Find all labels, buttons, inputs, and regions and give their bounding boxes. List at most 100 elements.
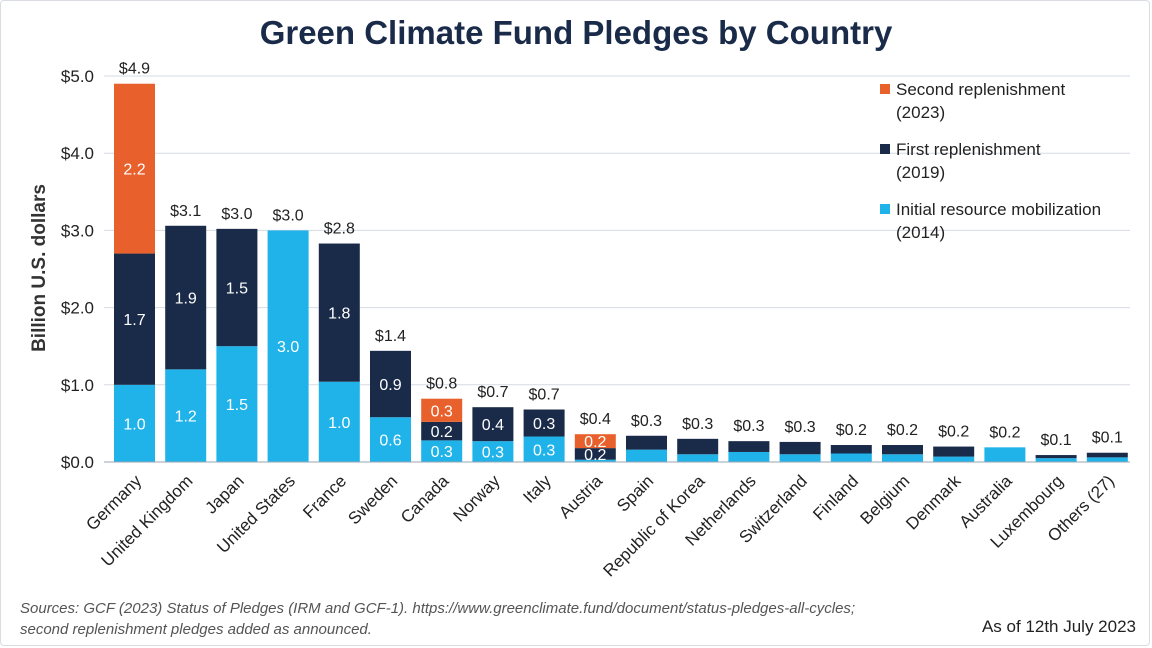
legend-label: First replenishment bbox=[896, 140, 1041, 159]
bar-segment bbox=[882, 454, 923, 462]
bar-total-label: $0.2 bbox=[836, 422, 867, 439]
bar-segment bbox=[728, 441, 770, 452]
bar-value-label: 0.3 bbox=[533, 442, 555, 459]
bar-segment bbox=[984, 447, 1026, 462]
bar-total-label: $2.8 bbox=[324, 221, 355, 238]
legend-label: Second replenishment bbox=[896, 80, 1066, 99]
bar-value-label: 0.3 bbox=[482, 445, 504, 462]
bar-segment bbox=[472, 407, 514, 442]
bar-value-label: 1.8 bbox=[328, 306, 350, 323]
legend-year: (2014) bbox=[896, 223, 946, 242]
chart-title: Green Climate Fund Pledges by Country bbox=[259, 14, 893, 51]
source-line-2: second replenishment pledges added as an… bbox=[20, 621, 372, 638]
bar-segment bbox=[421, 440, 463, 462]
bar-segment bbox=[677, 438, 719, 455]
bar-total-label: $0.2 bbox=[938, 424, 969, 441]
bar-value-label: 1.5 bbox=[226, 281, 248, 298]
bar-total-label: $3.1 bbox=[170, 203, 201, 220]
bar-segment bbox=[472, 441, 514, 462]
bar-segment bbox=[1035, 458, 1077, 462]
legend-item-second-replenishment: Second replenishment (2023) bbox=[880, 78, 1142, 124]
bar-segment bbox=[216, 346, 258, 462]
bar-value-label: 0.4 bbox=[482, 417, 504, 434]
bar-segment bbox=[1086, 452, 1128, 458]
legend-swatch-second bbox=[880, 84, 890, 94]
bar-total-label: $0.3 bbox=[682, 416, 713, 433]
x-tick-label: Denmark bbox=[902, 471, 965, 534]
bar-value-label: 0.3 bbox=[533, 416, 555, 433]
bar-segment bbox=[830, 445, 872, 454]
bar-segment bbox=[267, 230, 309, 462]
bar-total-label: $0.7 bbox=[529, 387, 560, 404]
bar-total-label: $0.3 bbox=[631, 413, 662, 430]
bar-value-label: 1.7 bbox=[123, 312, 145, 329]
bar-total-label: $0.1 bbox=[1041, 432, 1072, 449]
bar-segment bbox=[523, 409, 565, 437]
bar-segment bbox=[626, 435, 667, 450]
bar-segment bbox=[1035, 455, 1077, 459]
x-tick-label: Austria bbox=[555, 471, 606, 522]
bar-segment bbox=[318, 381, 360, 462]
bar-segment bbox=[779, 441, 821, 455]
as-of-date: As of 12th July 2023 bbox=[981, 617, 1136, 636]
legend-label: Initial resource mobilization bbox=[896, 200, 1102, 219]
bar-segment bbox=[728, 451, 770, 462]
bar-total-label: $0.7 bbox=[477, 384, 508, 401]
bar-segment bbox=[114, 253, 155, 385]
bar-total-label: $0.2 bbox=[887, 422, 918, 439]
source-note: Sources: GCF (2023) Status of Pledges (I… bbox=[20, 598, 900, 640]
legend-swatch-first bbox=[880, 144, 890, 154]
bar-value-label: 1.9 bbox=[175, 291, 197, 308]
bar-value-label: 0.3 bbox=[431, 444, 453, 461]
legend-item-first-replenishment: First replenishment (2019) bbox=[880, 138, 1142, 184]
x-tick-label: Japan bbox=[202, 471, 248, 517]
bar-value-label: 0.9 bbox=[379, 377, 401, 394]
bar-total-label: $4.9 bbox=[119, 61, 150, 78]
y-tick-label: $2.0 bbox=[61, 299, 94, 318]
bar-segment bbox=[318, 243, 360, 382]
bar-segment bbox=[779, 454, 821, 462]
bar-total-label: $3.0 bbox=[273, 207, 304, 224]
y-tick-label: $1.0 bbox=[61, 376, 94, 395]
bar-total-label: $0.3 bbox=[785, 419, 816, 436]
bar-total-label: $0.8 bbox=[426, 376, 457, 393]
bar-segment bbox=[1086, 457, 1128, 462]
bar-segment bbox=[421, 421, 463, 441]
bar-segment bbox=[370, 417, 411, 462]
bar-segment bbox=[574, 434, 616, 449]
bar-segment bbox=[574, 459, 616, 462]
bar-value-label: 1.5 bbox=[226, 397, 248, 414]
bar-segment bbox=[114, 83, 155, 254]
bar-segment bbox=[830, 453, 872, 462]
bar-value-label: 0.3 bbox=[431, 403, 453, 420]
bar-total-label: $1.4 bbox=[375, 328, 406, 345]
bar-segment bbox=[523, 436, 565, 462]
bar-value-label: 0.2 bbox=[584, 434, 606, 451]
bar-segment bbox=[114, 384, 155, 462]
bar-segment bbox=[216, 228, 258, 347]
legend-item-initial-mobilization: Initial resource mobilization (2014) bbox=[880, 198, 1142, 244]
bar-total-label: $3.0 bbox=[221, 206, 252, 223]
x-tick-label: Spain bbox=[613, 471, 657, 515]
legend-year: (2019) bbox=[896, 163, 946, 182]
x-tick-label: Canada bbox=[397, 471, 453, 527]
bar-value-label: 2.2 bbox=[123, 162, 145, 179]
y-tick-label: $0.0 bbox=[61, 453, 94, 472]
y-tick-label: $4.0 bbox=[61, 144, 94, 163]
bar-segment bbox=[677, 454, 719, 462]
bar-total-label: $0.3 bbox=[733, 418, 764, 435]
bar-total-label: $0.2 bbox=[989, 424, 1020, 441]
source-line-1: Sources: GCF (2023) Status of Pledges (I… bbox=[20, 600, 856, 617]
bar-value-label: 0.2 bbox=[584, 447, 606, 464]
x-tick-label: Finland bbox=[809, 471, 862, 524]
x-tick-label: United Kingdom bbox=[98, 471, 197, 570]
legend-swatch-initial bbox=[880, 204, 890, 214]
bar-segment bbox=[165, 225, 207, 370]
bar-value-label: 0.2 bbox=[431, 424, 453, 441]
bar-value-label: 3.0 bbox=[277, 339, 299, 356]
legend-year: (2023) bbox=[896, 103, 946, 122]
bar-total-label: $0.1 bbox=[1092, 430, 1123, 447]
bar-value-label: 1.0 bbox=[328, 415, 350, 432]
